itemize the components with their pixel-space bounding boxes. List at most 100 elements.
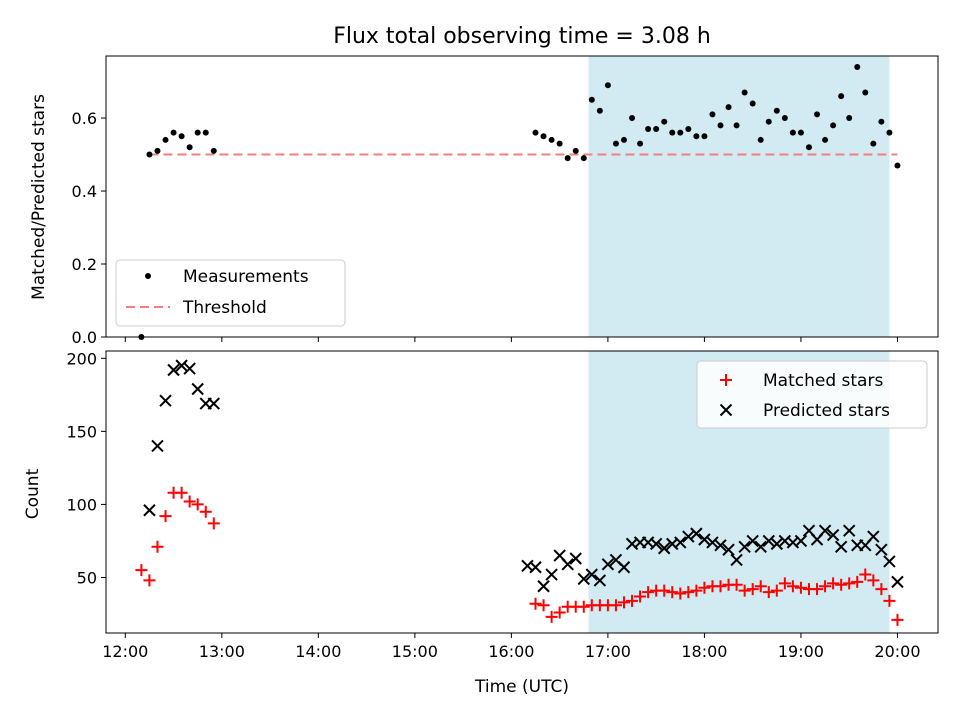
matched-star-point (609, 599, 622, 612)
measurement-point (548, 136, 555, 143)
matched-star-point (175, 486, 188, 499)
predicted-star-point (818, 524, 832, 537)
chart-title: Flux total observing time = 3.08 h (333, 24, 711, 49)
predicted-star-point (746, 534, 759, 548)
measurement-point (741, 89, 748, 96)
predicted-star-point (537, 580, 550, 593)
matched-star-point (545, 610, 558, 623)
matched-star-point (135, 564, 148, 577)
bottom-x-tick-label: 18:00 (681, 642, 727, 661)
measurement-point (862, 89, 869, 96)
predicted-star-point (875, 543, 888, 556)
matched-star-point (811, 583, 824, 596)
predicted-star-point (690, 527, 703, 540)
matched-star-point (738, 584, 751, 597)
matched-star-point (851, 575, 864, 588)
legend-matched-label: Matched stars (763, 371, 883, 391)
matched-star-point (875, 583, 888, 596)
top-legend: Measurements Threshold (115, 259, 346, 327)
measurement-point (178, 133, 185, 140)
predicted-star-point (545, 568, 558, 581)
measurement-point (556, 140, 563, 147)
matched-star-point (730, 578, 743, 591)
count-panel: 12:00 13:00 14:00 15:00 16:00 17:00 18:00 19:00… (66, 349, 939, 661)
matched-star-point (537, 599, 550, 612)
bottom-x-tick-label: 16:00 (488, 642, 534, 661)
measurement-point (540, 133, 547, 140)
matched-star-point (617, 596, 630, 609)
legend-measurement-marker (145, 273, 151, 279)
measurement-point (886, 129, 893, 136)
top-y-axis-label: Matched/Predicted stars (29, 94, 49, 300)
predicted-star-point (706, 536, 719, 549)
matched-star-point (674, 587, 687, 600)
measurement-point (629, 115, 636, 122)
measurement-point (805, 144, 812, 151)
predicted-star-point (617, 561, 631, 574)
predicted-star-point (601, 558, 615, 571)
measurement-point (645, 125, 652, 132)
bottom-y-tick-label: 200 (66, 349, 97, 368)
measurement-point (210, 147, 217, 154)
matched-star-point (827, 577, 840, 590)
matched-star-point (867, 574, 880, 587)
predicted-star-point (593, 574, 607, 587)
measurement-point (580, 155, 587, 162)
matched-star-point (577, 600, 590, 613)
predicted-star-point (770, 537, 784, 551)
predicted-star-point (738, 540, 751, 554)
measurement-point (894, 162, 901, 169)
matched-star-point (191, 498, 204, 511)
legend-measurements-label: Measurements (183, 267, 309, 287)
predicted-star-point (842, 524, 856, 537)
measurement-point (709, 111, 716, 118)
measurement-point (838, 93, 845, 100)
predicted-star-point (730, 553, 743, 567)
measurement-point (701, 133, 708, 140)
legend-matched-marker (720, 374, 732, 386)
matched-star-point (794, 581, 807, 594)
measurement-point (733, 122, 740, 129)
measurement-point (588, 96, 595, 103)
measurement-point (596, 107, 603, 114)
top-observing-window (588, 56, 890, 337)
predicted-star-point (698, 533, 711, 546)
predicted-star-point (762, 534, 775, 548)
predicted-star-point (714, 539, 727, 552)
measurement-point (854, 63, 861, 70)
matched-star-point (159, 510, 172, 523)
ratio-panel: 0.0 0.2 0.4 0.6 Measurements Threshold (72, 55, 939, 347)
predicted-star-point (867, 530, 880, 543)
measurement-point (765, 118, 772, 125)
measurement-point (564, 155, 571, 162)
measurement-point (194, 129, 201, 136)
matched-star-point (843, 577, 856, 590)
matched-star-point (682, 586, 695, 599)
predicted-star-point (657, 542, 671, 555)
matched-star-point (778, 577, 791, 590)
top-y-tick-label: 0.2 (72, 255, 97, 274)
matched-star-point (666, 586, 679, 599)
matched-star-point (762, 586, 775, 599)
measurement-point (757, 136, 764, 143)
measurement-point (604, 82, 611, 89)
bottom-x-tick-label: 15:00 (392, 642, 438, 661)
bottom-y-tick-label: 50 (77, 568, 97, 587)
bottom-y-tick-label: 100 (66, 495, 97, 514)
bottom-legend-box (696, 360, 928, 429)
matched-star-point (754, 580, 767, 593)
measurement-point (202, 129, 209, 136)
measurement-point (612, 140, 619, 147)
top-y-tick-label: 0.4 (72, 182, 97, 201)
predicted-star-point (585, 568, 599, 581)
measurement-point (146, 151, 153, 158)
measurement-point (797, 129, 804, 136)
legend-threshold-label: Threshold (182, 298, 267, 318)
legend-predicted-marker (719, 403, 733, 417)
measurement-point (773, 107, 780, 114)
bottom-y-axis-label: Count (23, 468, 43, 519)
matched-star-point (199, 505, 212, 518)
matched-star-point (529, 597, 542, 610)
measurement-point (170, 129, 177, 136)
predicted-star-point (754, 540, 767, 554)
